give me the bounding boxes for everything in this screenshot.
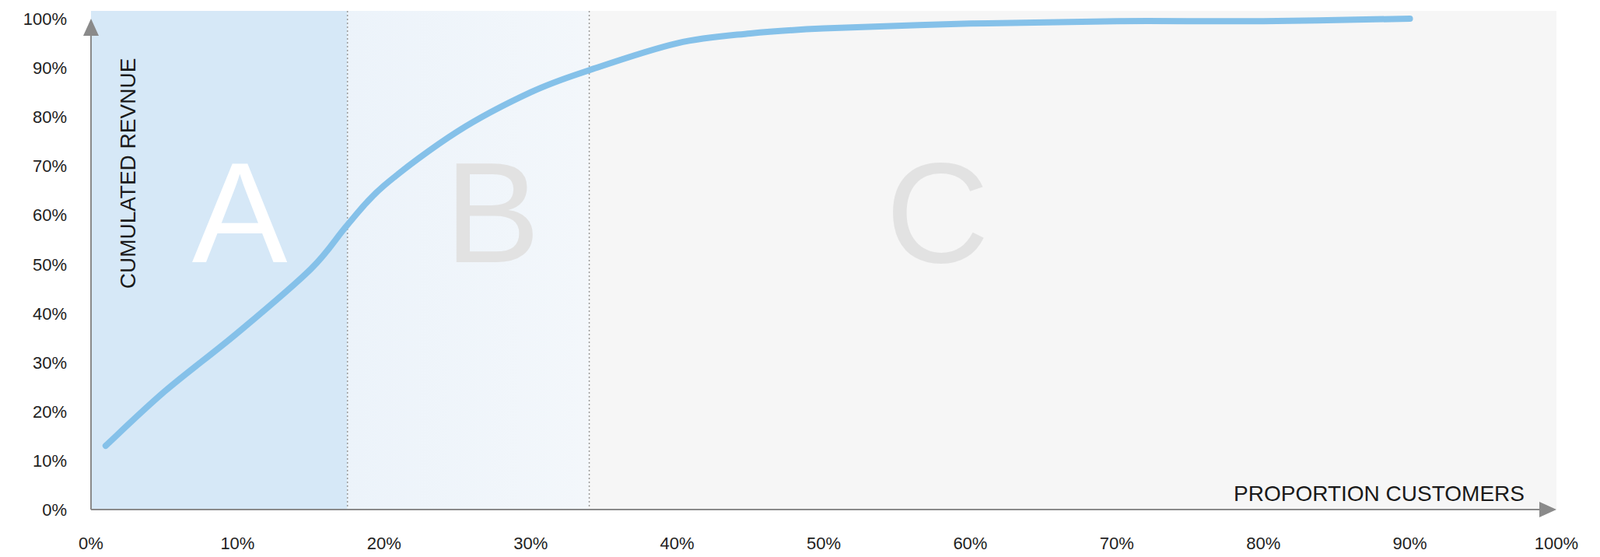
zone-boundary [588, 10, 591, 510]
zones [91, 10, 1557, 510]
zone-boundary [346, 10, 349, 510]
y-tick-label: 90% [32, 58, 67, 78]
zone [589, 10, 1557, 510]
y-tick-label: 0% [42, 500, 67, 520]
x-tick-label: 40% [660, 533, 695, 554]
y-tick-label: 20% [32, 402, 67, 422]
x-tick-label: 90% [1393, 533, 1428, 554]
y-arrow [83, 18, 99, 36]
x-tick-label: 10% [220, 533, 255, 554]
y-axis-title: CUMULATED REVNUE [115, 58, 141, 290]
x-tick-label: 0% [78, 533, 104, 554]
x-tick-label: 60% [952, 533, 988, 554]
x-tick-label: 70% [1099, 533, 1135, 554]
y-tick-label: 100% [23, 9, 67, 29]
zone-label: A [192, 132, 288, 293]
series [105, 18, 1411, 446]
chart: AB C 0% 10% 20% 30% 40% 50% 60% 70% 80% 90% 100% 0% 10… [0, 0, 1600, 557]
x-tick-label: 50% [806, 533, 841, 554]
x-axis [91, 508, 1543, 511]
y-tick-label: 50% [32, 255, 67, 275]
curve [105, 18, 1411, 446]
y-tick-label: 30% [32, 353, 67, 373]
x-axis-title: PROPORTION CUSTOMERS [1233, 481, 1525, 506]
x-arrow [1539, 501, 1557, 518]
x-tick-label: 20% [367, 533, 402, 554]
y-tick-label: 60% [32, 205, 67, 225]
y-tick-label: 70% [32, 156, 67, 176]
y-axis [90, 32, 92, 510]
y-tick-label: 40% [32, 304, 67, 324]
y-tick-label: 10% [32, 451, 67, 471]
x-tick-label: 80% [1246, 533, 1281, 554]
zone-label: C [885, 132, 990, 293]
y-tick-label: 80% [32, 107, 67, 127]
zone [91, 10, 348, 510]
x-tick-label: 30% [513, 533, 548, 554]
x-tick-label: 100% [1534, 533, 1579, 554]
zone-label: B [444, 132, 541, 293]
